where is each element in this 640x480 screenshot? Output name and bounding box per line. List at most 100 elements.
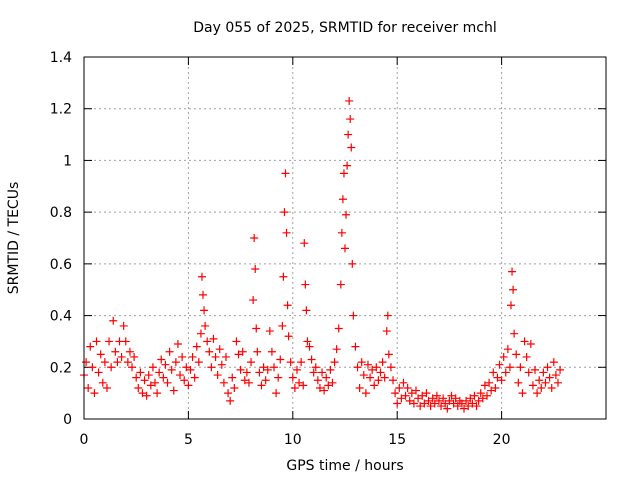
data-point: [98, 378, 107, 387]
y-tick-label: 0.6: [50, 257, 72, 273]
data-point: [290, 383, 299, 392]
data-point: [553, 378, 562, 387]
data-point: [280, 208, 289, 217]
data-point: [332, 345, 341, 354]
x-tick-label: 5: [184, 432, 193, 448]
data-point: [282, 228, 291, 237]
data-point: [487, 386, 496, 395]
data-point: [382, 327, 391, 336]
data-point: [196, 329, 205, 338]
data-point: [105, 337, 114, 346]
data-point: [326, 365, 335, 374]
data-point: [318, 368, 327, 377]
data-point: [407, 389, 416, 398]
data-point: [283, 301, 292, 310]
data-point: [359, 371, 368, 380]
data-point: [313, 376, 322, 385]
data-point: [424, 396, 433, 405]
data-point: [302, 306, 311, 315]
data-point: [476, 389, 485, 398]
data-point: [430, 399, 439, 408]
data-point: [374, 376, 383, 385]
data-point: [311, 363, 320, 372]
data-point: [539, 368, 548, 377]
data-point: [200, 306, 209, 315]
data-point: [274, 373, 283, 382]
y-tick-label: 1: [63, 153, 72, 169]
data-point: [344, 130, 353, 139]
data-point: [121, 337, 130, 346]
data-point: [409, 399, 418, 408]
data-point: [393, 399, 402, 408]
data-point: [457, 399, 466, 408]
data-point: [401, 391, 410, 400]
data-point: [346, 115, 355, 124]
data-point: [405, 396, 414, 405]
data-point: [336, 280, 345, 289]
data-point: [338, 195, 347, 204]
data-point: [207, 363, 216, 372]
data-point: [272, 389, 281, 398]
data-point: [449, 399, 458, 408]
x-tick-label: 20: [493, 432, 511, 448]
data-point: [159, 373, 168, 382]
x-tick-label: 10: [284, 432, 302, 448]
data-point: [213, 371, 222, 380]
data-point: [443, 404, 452, 413]
data-point: [485, 378, 494, 387]
data-point: [250, 234, 259, 242]
data-point: [161, 360, 170, 369]
data-point: [128, 363, 137, 372]
data-point: [556, 365, 565, 374]
data-point: [96, 350, 105, 359]
data-point: [150, 378, 159, 387]
data-point: [453, 402, 462, 411]
data-point: [334, 324, 343, 333]
data-point: [180, 376, 189, 385]
data-point: [320, 386, 329, 395]
data-point: [347, 143, 356, 152]
y-tick-label: 1.2: [50, 102, 72, 118]
data-point: [368, 365, 377, 374]
data-point: [489, 368, 498, 377]
data-point: [478, 394, 487, 403]
data-point: [255, 368, 264, 377]
data-point: [503, 345, 512, 354]
data-point: [153, 389, 162, 398]
data-point: [305, 342, 314, 351]
data-point: [363, 360, 372, 369]
data-point: [447, 391, 456, 400]
data-point: [506, 301, 515, 310]
data-point: [300, 239, 309, 248]
data-point: [94, 368, 103, 377]
data-point: [309, 368, 318, 377]
y-tick-label: 0.8: [50, 205, 72, 221]
data-point: [155, 368, 164, 377]
data-point: [119, 321, 128, 330]
data-point: [445, 396, 454, 405]
data-point: [252, 324, 261, 333]
data-point: [464, 402, 473, 411]
data-point: [113, 358, 122, 367]
data-point: [86, 342, 95, 351]
data-point: [295, 378, 304, 387]
data-point: [462, 396, 471, 405]
data-point: [397, 394, 406, 403]
data-point: [259, 363, 268, 372]
data-point: [288, 373, 297, 382]
data-point: [301, 280, 310, 289]
data-point: [541, 378, 550, 387]
data-point: [109, 316, 118, 325]
data-point: [90, 389, 99, 398]
data-point: [380, 373, 389, 382]
data-point: [411, 386, 420, 395]
data-point: [514, 378, 523, 387]
data-point: [522, 352, 531, 361]
x-tick-label: 0: [80, 432, 89, 448]
x-tick-label: 15: [388, 432, 406, 448]
data-point: [163, 378, 172, 387]
data-point: [341, 244, 349, 253]
data-point: [428, 394, 437, 403]
data-point: [386, 363, 395, 372]
data-point: [192, 342, 201, 351]
